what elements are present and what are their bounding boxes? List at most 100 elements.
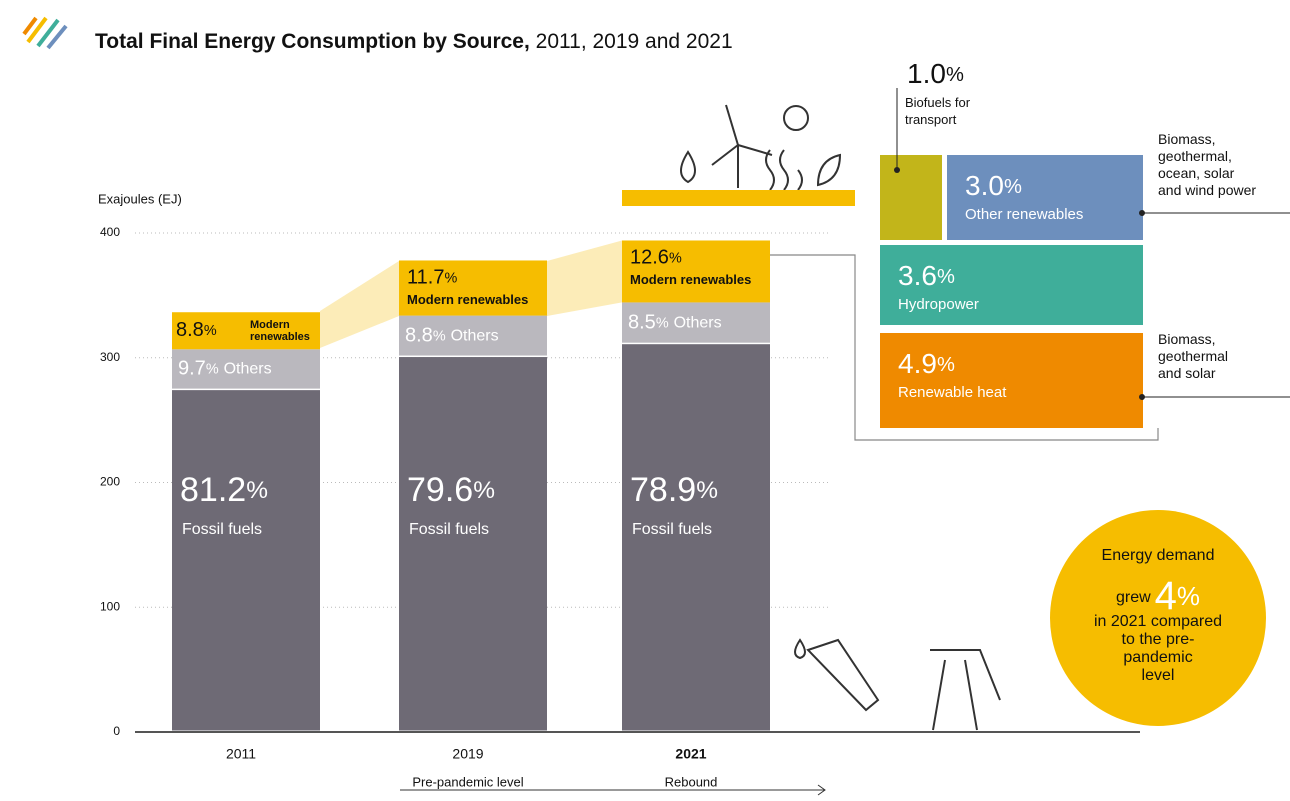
unit: % bbox=[937, 266, 955, 288]
segment-name: Fossil fuels bbox=[632, 521, 712, 538]
breakdown-name-line: Biofuels for bbox=[905, 95, 971, 110]
y-axis-label: Exajoules (EJ) bbox=[98, 191, 182, 206]
value-label: 8.5 bbox=[628, 312, 656, 334]
unit: % bbox=[937, 354, 955, 376]
bar-segment bbox=[172, 312, 320, 350]
value-label: 1.0 bbox=[907, 58, 946, 89]
platform bbox=[622, 190, 855, 206]
breakdown-block bbox=[880, 245, 1143, 325]
breakdown-note: Biomass, geothermal, ocean, solar and wind … bbox=[1158, 131, 1256, 198]
unit: % bbox=[669, 250, 682, 266]
breakdown-name-line: transport bbox=[905, 112, 957, 127]
value-label: 8.8 bbox=[176, 319, 204, 341]
callout-line: in 2021 compared bbox=[1094, 613, 1222, 630]
chart-title: Total Final Energy Consumption by Source… bbox=[95, 30, 733, 53]
bar-segment bbox=[399, 260, 547, 316]
segment-value: 8.5% Others bbox=[628, 312, 722, 334]
callout-value: 4 bbox=[1155, 574, 1177, 618]
callout-pre: grew bbox=[1116, 589, 1151, 606]
unit: % bbox=[204, 323, 217, 339]
breakdown-name: Hydropower bbox=[898, 296, 979, 313]
connector bbox=[770, 254, 1159, 441]
segment-value: 78.9% bbox=[630, 471, 718, 509]
segment-value: 8.8% bbox=[176, 319, 217, 341]
unit: % bbox=[473, 477, 495, 504]
callout-line: to the pre- bbox=[1122, 631, 1195, 648]
note-line: Biomass, bbox=[1158, 331, 1216, 347]
connector-band bbox=[320, 260, 399, 349]
note-line: and wind power bbox=[1158, 182, 1256, 198]
segment-value: 12.6% bbox=[630, 247, 682, 269]
bar-segment bbox=[172, 349, 320, 389]
segment-value: 8.8% Others bbox=[405, 325, 499, 347]
segment-name-line: Modern bbox=[250, 319, 290, 331]
x-tick-label: 2021 bbox=[675, 746, 706, 762]
y-tick-label: 0 bbox=[113, 724, 120, 738]
breakdown-block bbox=[880, 333, 1143, 428]
breakdown-name: Biofuels for transport bbox=[905, 95, 971, 127]
breakdown-block bbox=[947, 155, 1143, 240]
segment-name: Modern renewables bbox=[630, 272, 751, 287]
y-tick-label: 200 bbox=[100, 475, 120, 489]
value-label: 4.9 bbox=[898, 348, 937, 379]
bar-segment bbox=[399, 315, 547, 356]
y-tick-label: 300 bbox=[100, 350, 120, 364]
segment-name-line: renewables bbox=[250, 331, 310, 343]
x-tick-note: Pre-pandemic level bbox=[412, 774, 523, 789]
value-label: 9.7 bbox=[178, 358, 206, 380]
note-line: Biomass, bbox=[1158, 131, 1216, 147]
unit: % bbox=[246, 477, 268, 504]
x-tick-label: 2019 bbox=[452, 746, 483, 762]
segment-name: Others bbox=[674, 315, 722, 332]
segment-value: 81.2% bbox=[180, 471, 268, 509]
callout-head: Energy demand bbox=[1102, 547, 1215, 564]
x-tick-note: Rebound bbox=[665, 774, 718, 789]
breakdown-value: 1.0% bbox=[907, 58, 964, 89]
breakdown-name: Other renewables bbox=[965, 206, 1083, 223]
note-line: ocean, solar bbox=[1158, 165, 1235, 181]
unit: % bbox=[656, 315, 669, 331]
value-label: 3.6 bbox=[898, 260, 937, 291]
unit: % bbox=[206, 361, 219, 377]
segment-name: Fossil fuels bbox=[182, 521, 262, 538]
segment-name: Others bbox=[224, 361, 272, 378]
value-label: 3.0 bbox=[965, 170, 1004, 201]
leader-dot bbox=[894, 167, 900, 173]
segment-name: Fossil fuels bbox=[409, 521, 489, 538]
callout-growth: grew 4% bbox=[1116, 574, 1200, 618]
bar-segment bbox=[622, 240, 770, 303]
value-label: 79.6 bbox=[407, 471, 473, 509]
leader-dot bbox=[1139, 394, 1145, 400]
icons bbox=[680, 104, 1001, 731]
bar-segment bbox=[399, 357, 547, 731]
callout-line: level bbox=[1142, 667, 1175, 684]
bar-segment bbox=[172, 390, 320, 731]
segment-value: 9.7% Others bbox=[178, 358, 272, 380]
callout-line: pandemic bbox=[1123, 649, 1192, 666]
breakdown-note: Biomass, geothermal and solar bbox=[1158, 331, 1228, 381]
callout-circle bbox=[1050, 510, 1266, 726]
breakdown-value: 3.0% bbox=[965, 170, 1022, 201]
leader-dot bbox=[1139, 210, 1145, 216]
segment-name: Others bbox=[451, 328, 499, 345]
timeline-arrow bbox=[400, 784, 826, 796]
unit: % bbox=[1177, 581, 1200, 611]
segment-value: 79.6% bbox=[407, 471, 495, 509]
unit: % bbox=[946, 64, 964, 86]
connector-band bbox=[547, 240, 622, 317]
bar-segment bbox=[622, 344, 770, 731]
value-label: 8.8 bbox=[405, 325, 433, 347]
value-label: 78.9 bbox=[630, 471, 696, 509]
value-label: 11.7 bbox=[407, 267, 444, 289]
logo bbox=[22, 16, 68, 50]
unit: % bbox=[433, 328, 446, 344]
segment-value: 11.7% bbox=[407, 267, 457, 289]
x-tick-label: 2011 bbox=[226, 746, 256, 762]
breakdown-block bbox=[880, 155, 942, 240]
bar-segment bbox=[622, 302, 770, 343]
segment-name: Modern renewables bbox=[250, 319, 310, 343]
unit: % bbox=[444, 270, 457, 286]
unit: % bbox=[1004, 176, 1022, 198]
y-tick-label: 400 bbox=[100, 225, 120, 239]
